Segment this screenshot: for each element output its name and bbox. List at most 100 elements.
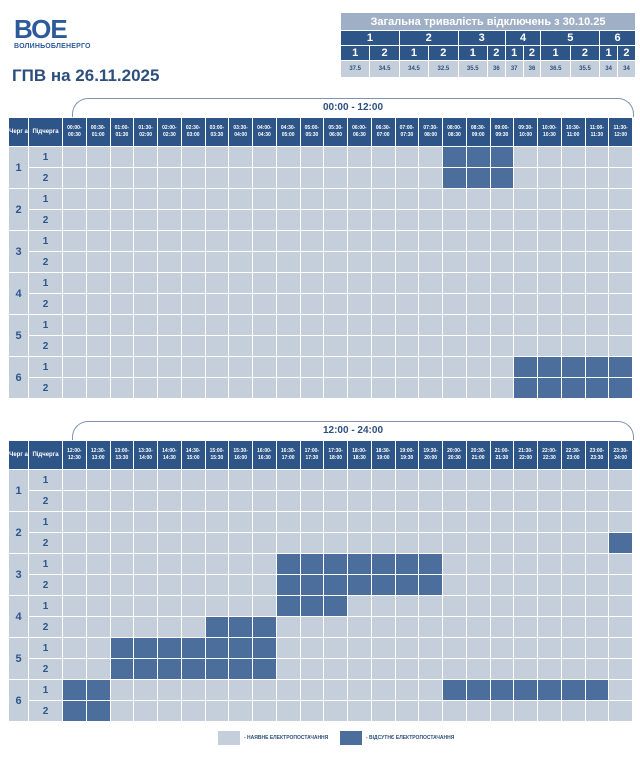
slot-power-off [275,595,301,617]
slot-power-on [204,188,230,210]
slot-power-on [370,251,396,273]
slot-power-on [85,553,111,575]
slot-power-on [228,679,253,701]
schedule-row: 2 [9,167,633,189]
slot-power-on [109,700,135,722]
slot-power-on [489,637,515,659]
queue-number: 3 [8,553,29,596]
slot-power-on [252,469,277,491]
slot-power-on [560,616,586,638]
slot-power-off [109,637,135,659]
slot-power-on [608,637,633,659]
time-slot-header: 08:30- 09:00 [465,117,491,147]
slot-power-on [513,532,538,554]
slot-power-on [85,595,111,617]
slot-power-on [608,209,633,231]
slot-power-on [442,532,467,554]
slot-power-on [323,679,348,701]
slot-power-on [489,553,515,575]
slot-power-on [85,616,111,638]
slot-power-on [537,574,562,596]
slot-power-on [442,230,467,252]
slot-power-on [489,532,515,554]
slot-power-on [252,188,277,210]
slot-power-off [85,679,111,701]
time-slot-header: 14:00- 14:30 [157,440,182,470]
slot-power-on [323,146,348,168]
slot-power-on [465,230,491,252]
slot-power-on [133,595,158,617]
time-slot-header: 09:00- 09:30 [489,117,515,147]
slot-power-on [85,272,111,294]
slot-power-on [299,490,325,512]
slot-power-on [584,209,610,231]
totals-queue-6: 6 [599,30,636,46]
schedule-row: 2 [9,209,633,231]
slot-power-on [180,167,206,189]
slot-power-on [157,679,182,701]
slot-power-on [347,511,372,533]
slot-power-on [275,511,301,533]
slot-power-on [560,637,586,659]
slot-power-on [299,188,325,210]
slot-power-on [347,532,372,554]
slot-power-on [109,532,135,554]
slot-power-on [85,230,111,252]
slot-power-on [252,272,277,294]
slot-power-on [252,251,277,273]
slot-power-on [347,272,372,294]
slot-power-off [133,658,158,680]
slot-power-on [228,167,253,189]
subqueue-number: 1 [28,595,63,617]
slot-power-on [133,574,158,596]
queue-number: 4 [8,595,29,638]
slot-power-on [275,679,301,701]
slot-power-on [513,188,538,210]
slot-power-on [465,356,491,378]
slot-power-on [489,377,515,399]
subqueue-number: 2 [28,532,63,554]
legend-on-label: - НАЯВНЕ ЕЛЕКТРОПОСТАЧАННЯ [244,735,329,741]
slot-power-on [252,595,277,617]
slot-power-on [62,595,87,617]
slot-power-on [442,511,467,533]
time-slot-header: 18:00- 18:30 [347,440,372,470]
slot-power-on [418,293,443,315]
slot-power-on [157,251,182,273]
slot-power-on [418,700,443,722]
slot-power-on [252,574,277,596]
time-slot-header: 04:00- 04:30 [252,117,277,147]
slot-power-on [275,700,301,722]
slot-power-on [180,314,206,336]
slot-power-on [513,146,538,168]
subqueue-number: 2 [28,293,63,315]
slot-power-on [323,314,348,336]
slot-power-on [323,700,348,722]
slot-power-on [109,553,135,575]
slot-power-on [275,146,301,168]
slot-power-on [62,377,87,399]
slot-power-on [513,251,538,273]
slot-power-on [394,314,420,336]
slot-power-on [252,209,277,231]
slot-power-on [537,658,562,680]
section-title: 00:00 - 12:00 [72,98,634,117]
slot-power-on [299,314,325,336]
slot-power-on [537,314,562,336]
slot-power-on [560,574,586,596]
slot-power-on [157,532,182,554]
schedule-row: 2 [9,335,633,357]
slot-power-on [109,469,135,491]
slot-power-on [62,532,87,554]
time-slot-header: 12:30- 13:00 [85,440,111,470]
slot-power-off [584,377,610,399]
slot-power-on [418,314,443,336]
slot-power-on [347,230,372,252]
slot-power-on [180,146,206,168]
slot-power-on [513,293,538,315]
subqueue-number: 1 [28,679,63,701]
slot-power-off [228,616,253,638]
slot-power-on [204,272,230,294]
